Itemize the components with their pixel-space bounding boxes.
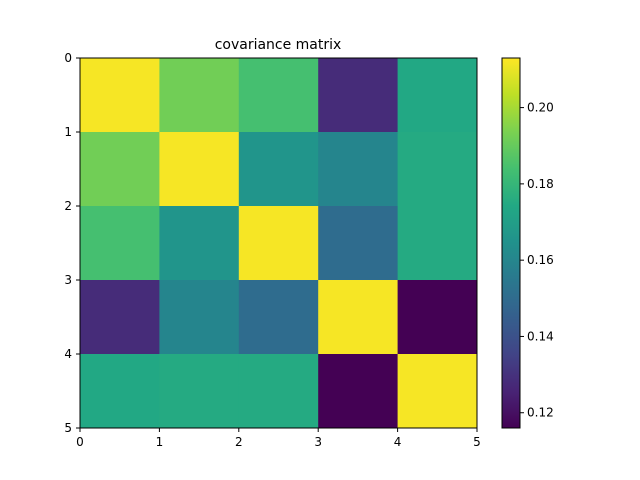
heatmap-cell-3-3 [318,280,399,355]
heatmap-cell-0-0 [80,58,160,133]
plot-frame [79,57,478,429]
x-tick-label: 5 [473,435,481,449]
heatmap-cell-3-1 [159,280,240,355]
colorbar-tick-label: 0.12 [527,406,554,420]
heatmap-cell-4-3 [318,354,399,429]
heatmap-cells [80,58,478,429]
y-tick-label: 2 [64,199,72,213]
heatmap-cell-1-0 [80,132,160,207]
x-tick-label: 3 [314,435,322,449]
heatmap-cell-2-0 [80,206,160,281]
heatmap-cell-4-4 [397,354,478,429]
y-axis: 0 1 2 3 4 5 [64,51,80,435]
heatmap-cell-0-1 [159,58,240,133]
x-tick-label: 0 [76,435,84,449]
heatmap-cell-2-2 [238,206,319,281]
x-tick-label: 4 [394,435,402,449]
colorbar-tick-label: 0.20 [527,101,554,115]
y-tick-label: 5 [64,421,72,435]
heatmap-cell-2-4 [397,206,478,281]
heatmap-cell-3-0 [80,280,160,355]
x-tick-label: 1 [156,435,164,449]
heatmap-cell-0-3 [318,58,399,133]
colorbar [501,57,521,429]
x-tick-label: 2 [235,435,243,449]
heatmap-cell-1-3 [318,132,399,207]
y-tick-label: 4 [64,347,72,361]
heatmap-cell-1-4 [397,132,478,207]
y-tick-label: 1 [64,125,72,139]
chart-title: covariance matrix [215,37,342,53]
heatmap-cell-4-0 [80,354,160,429]
colorbar-axis: 0.12 0.14 0.16 0.18 0.20 [520,101,554,420]
heatmap-cell-4-1 [159,354,240,429]
colorbar-tick-label: 0.18 [527,177,554,191]
heatmap-cell-4-2 [238,354,319,429]
heatmap-cell-2-3 [318,206,399,281]
heatmap-cell-1-2 [238,132,319,207]
y-tick-label: 0 [64,51,72,65]
heatmap-cell-3-4 [397,280,478,355]
colorbar-tick-label: 0.14 [527,329,554,343]
heatmap-cell-1-1 [159,132,240,207]
colorbar-tick-label: 0.16 [527,253,554,267]
y-tick-label: 3 [64,273,72,287]
heatmap-cell-2-1 [159,206,240,281]
heatmap-cell-0-2 [238,58,319,133]
x-axis: 0 1 2 3 4 5 [76,428,481,449]
heatmap-cell-0-4 [397,58,478,133]
heatmap-cell-3-2 [238,280,319,355]
